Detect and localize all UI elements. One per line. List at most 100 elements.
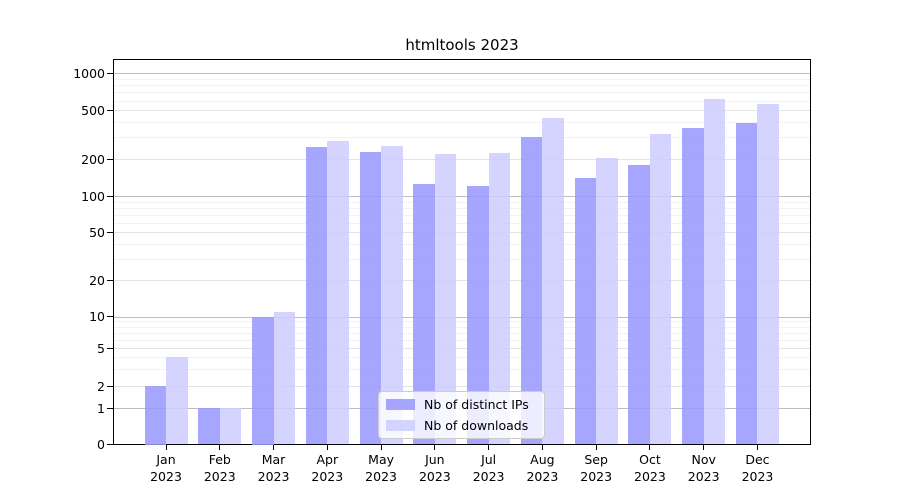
y-tick-mark — [107, 316, 113, 317]
x-tick-label-feb: Feb 2023 — [190, 452, 250, 485]
x-tick-label-mar: Mar 2023 — [244, 452, 304, 485]
bar-distinct-ips-mar — [252, 316, 274, 445]
x-tick-month: Oct — [639, 452, 661, 467]
bar-distinct-ips-nov — [682, 127, 704, 445]
x-tick-year: 2023 — [365, 468, 397, 484]
x-tick-label-may: May 2023 — [351, 452, 411, 485]
bar-downloads-jul — [488, 152, 511, 445]
legend-item-downloads: Nb of downloads — [386, 418, 536, 433]
bar-downloads-nov — [703, 98, 726, 445]
bar-downloads-feb — [219, 408, 242, 445]
bar-downloads-dec — [757, 104, 779, 445]
x-tick-label-nov: Nov 2023 — [674, 452, 734, 485]
grid-line-minor — [114, 357, 810, 359]
y-tick-mark — [107, 385, 113, 387]
x-tick-label-jul: Jul 2023 — [459, 452, 519, 485]
y-tick-label-2: 2 — [97, 378, 105, 394]
x-tick-month: May — [368, 452, 394, 467]
x-tick-month: Jan — [156, 452, 176, 467]
x-tick-month: Mar — [261, 452, 286, 467]
y-tick-label-10: 10 — [89, 309, 105, 324]
y-tick-mark — [107, 231, 113, 233]
x-tick-mark — [165, 445, 167, 450]
grid-line-major — [114, 316, 810, 318]
y-tick-label-5: 5 — [97, 340, 105, 356]
x-tick-mark — [219, 445, 221, 450]
y-tick-label-1000: 1000 — [73, 65, 105, 81]
x-tick-mark — [756, 445, 758, 450]
y-tick-label-50: 50 — [89, 224, 105, 240]
x-tick-mark — [649, 445, 651, 450]
grid-line-major — [114, 196, 810, 197]
grid-line-minor — [114, 321, 810, 323]
grid-line-minor — [114, 100, 810, 102]
bar-distinct-ips-aug — [520, 137, 543, 445]
bar-downloads-apr — [327, 141, 349, 445]
x-tick-mark — [541, 445, 543, 450]
bar-distinct-ips-sep — [574, 178, 597, 445]
grid-line-minor — [114, 85, 810, 87]
x-tick-year: 2023 — [150, 468, 182, 484]
grid-line-minor — [114, 92, 810, 94]
x-tick-year: 2023 — [257, 468, 290, 484]
grid-line — [114, 348, 810, 349]
grid-line-minor — [114, 137, 810, 139]
legend-label-distinct-ips: Nb of distinct IPs — [424, 397, 529, 412]
y-tick-mark — [107, 72, 113, 74]
legend: Nb of distinct IPs Nb of downloads — [378, 391, 545, 439]
x-tick-year: 2023 — [203, 468, 236, 484]
bar-downloads-oct — [649, 134, 672, 445]
grid-line — [114, 232, 810, 234]
x-tick-year: 2023 — [418, 468, 451, 484]
plot-area — [113, 59, 811, 445]
y-tick-mark — [107, 279, 113, 281]
grid-line-minor — [114, 332, 810, 334]
bar-downloads-aug — [542, 117, 564, 445]
x-tick-year: 2023 — [741, 468, 774, 484]
bar-downloads-sep — [596, 157, 618, 445]
x-tick-year: 2023 — [472, 468, 505, 484]
y-tick-mark — [107, 407, 113, 409]
grid-line-minor — [114, 122, 810, 124]
grid-line-minor — [114, 78, 810, 80]
bar-downloads-may — [381, 146, 403, 445]
grid-line — [114, 280, 810, 282]
x-tick-year: 2023 — [311, 468, 344, 484]
grid-line — [114, 110, 810, 112]
legend-swatch-downloads — [386, 420, 415, 431]
grid-line — [114, 159, 810, 161]
x-tick-mark — [703, 445, 705, 450]
x-tick-year: 2023 — [580, 468, 613, 484]
y-tick-mark — [107, 158, 113, 160]
bar-distinct-ips-dec — [735, 123, 758, 445]
bar-distinct-ips-apr — [305, 147, 328, 445]
legend-label-downloads: Nb of downloads — [424, 418, 529, 433]
grid-line — [114, 386, 810, 387]
y-tick-label-0: 0 — [97, 437, 105, 452]
x-tick-year: 2023 — [634, 468, 666, 484]
x-tick-month: Sep — [584, 452, 608, 467]
y-tick-label-200: 200 — [81, 151, 105, 167]
y-tick-label-500: 500 — [81, 102, 105, 118]
grid-line-minor — [114, 259, 810, 260]
x-tick-mark — [380, 445, 382, 450]
legend-swatch-distinct-ips — [386, 399, 415, 410]
grid-line-minor — [114, 214, 810, 216]
x-tick-month: Dec — [745, 452, 770, 467]
x-tick-year: 2023 — [687, 468, 720, 484]
x-tick-label-jun: Jun 2023 — [405, 452, 465, 485]
x-tick-label-apr: Apr 2023 — [297, 452, 357, 485]
x-tick-month: Apr — [316, 452, 339, 467]
x-tick-month: Nov — [691, 452, 716, 467]
x-tick-mark — [488, 445, 490, 450]
x-tick-mark — [434, 445, 436, 450]
bar-distinct-ips-feb — [198, 408, 220, 445]
x-tick-month: Feb — [208, 452, 231, 467]
grid-line-minor — [114, 243, 810, 245]
bar-downloads-mar — [273, 311, 296, 445]
grid-line-major — [114, 73, 810, 75]
grid-line-minor — [114, 326, 810, 328]
x-tick-year: 2023 — [526, 468, 559, 484]
legend-item-distinct-ips: Nb of distinct IPs — [386, 397, 536, 412]
